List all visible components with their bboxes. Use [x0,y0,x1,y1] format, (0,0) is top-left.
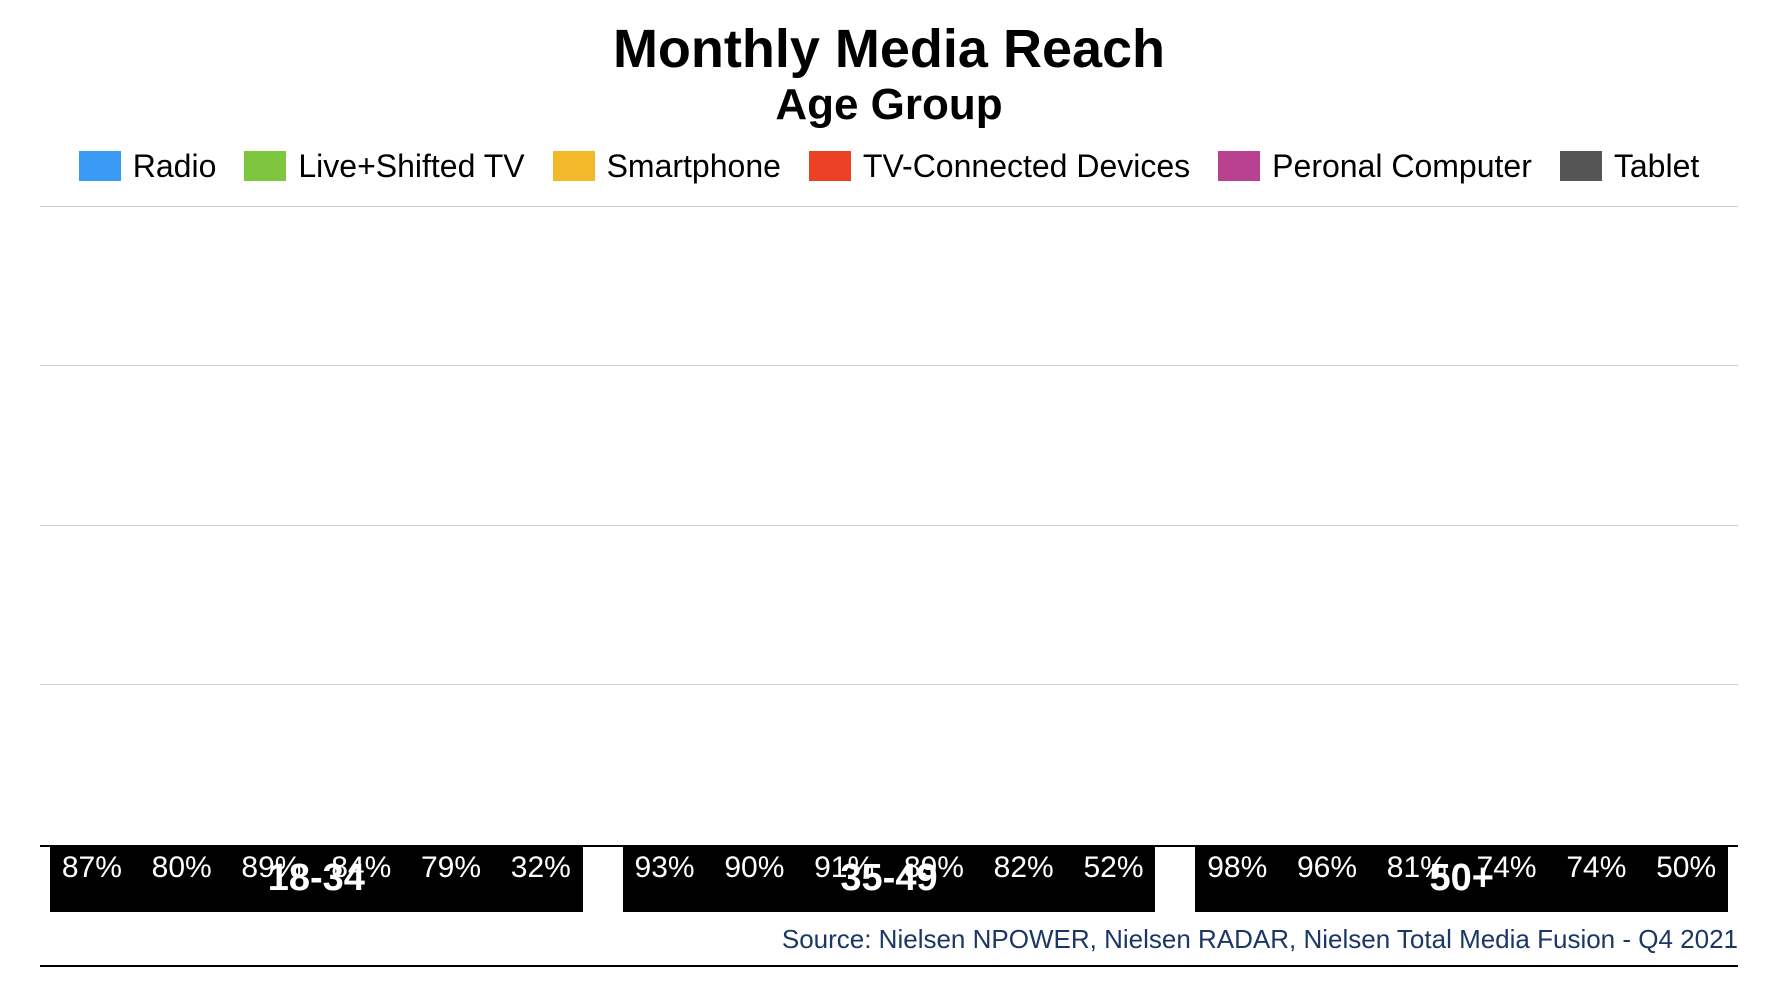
bar-value-label: 74% [1566,851,1626,885]
chart-title: Monthly Media Reach [40,20,1738,79]
bar-value-label: 82% [994,851,1054,885]
legend-label: Live+Shifted TV [298,148,524,185]
chart-area: 87%80%89%84%79%32%93%90%91%89%82%52%98%9… [40,207,1738,967]
source-caption: Source: Nielsen NPOWER, Nielsen RADAR, N… [782,924,1738,965]
plot-area: 87%80%89%84%79%32%93%90%91%89%82%52%98%9… [40,207,1738,847]
bar-value-label: 79% [421,851,481,885]
legend-swatch [1218,151,1260,181]
bar-value-label: 52% [1083,851,1143,885]
bar-value-label: 84% [331,851,391,885]
bar-value-label: 89% [904,851,964,885]
bar-value-label: 90% [724,851,784,885]
legend-item: TV-Connected Devices [809,148,1190,185]
legend-swatch [553,151,595,181]
legend: Radio Live+Shifted TV Smartphone TV-Connect… [40,148,1738,185]
legend-swatch [244,151,286,181]
bar-group: 98%96%81%74%74%50% [1195,207,1728,845]
bar-value-label: 80% [152,851,212,885]
legend-swatch [809,151,851,181]
legend-item: Smartphone [553,148,781,185]
legend-item: Radio [79,148,217,185]
legend-item: Tablet [1560,148,1699,185]
legend-label: Peronal Computer [1272,148,1532,185]
bar-value-label: 87% [62,851,122,885]
legend-swatch [79,151,121,181]
x-axis-label: 35-49 [623,847,1156,912]
bar-value-label: 81% [1387,851,1447,885]
chart-subtitle: Age Group [40,81,1738,129]
bar-value-label: 91% [814,851,874,885]
legend-item: Peronal Computer [1218,148,1532,185]
legend-swatch [1560,151,1602,181]
legend-label: TV-Connected Devices [863,148,1190,185]
bar-group: 93%90%91%89%82%52% [623,207,1156,845]
bar-value-label: 74% [1477,851,1537,885]
legend-label: Radio [133,148,217,185]
x-axis-label: 50+ [1195,847,1728,912]
legend-item: Live+Shifted TV [244,148,524,185]
bar-value-label: 50% [1656,851,1716,885]
bar-value-label: 93% [635,851,695,885]
x-axis-label: 18-34 [50,847,583,912]
bar-value-label: 96% [1297,851,1357,885]
bar-value-label: 89% [241,851,301,885]
bar-value-label: 98% [1207,851,1267,885]
bar-group: 87%80%89%84%79%32% [50,207,583,845]
bar-groups: 87%80%89%84%79%32%93%90%91%89%82%52%98%9… [40,207,1738,845]
legend-label: Tablet [1614,148,1699,185]
legend-label: Smartphone [607,148,781,185]
bar-value-label: 32% [511,851,571,885]
